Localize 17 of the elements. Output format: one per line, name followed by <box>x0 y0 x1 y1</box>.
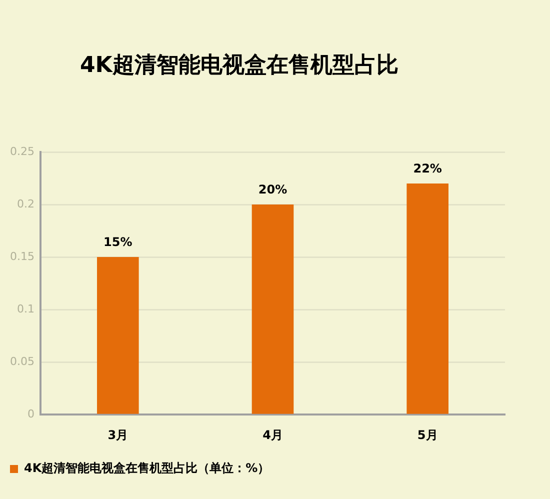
y-tick-label: 0 <box>27 407 34 420</box>
x-tick-label: 5月 <box>417 428 438 442</box>
y-tick-label: 0.2 <box>16 197 34 210</box>
x-tick-label: 3月 <box>108 428 128 442</box>
data-label: 20% <box>258 182 288 197</box>
y-tick-label: 0.05 <box>10 354 34 368</box>
data-label: 22% <box>413 162 442 176</box>
bar <box>97 257 139 414</box>
bar <box>406 184 448 414</box>
y-tick-label: 0.15 <box>10 250 34 263</box>
bar <box>252 204 294 414</box>
data-label: 15% <box>104 235 132 250</box>
legend-label: 4K超清智能电视盒在售机型占比（单位：%） <box>24 461 270 476</box>
chart-title: 4K超清智能电视盒在售机型占比 <box>80 52 398 80</box>
y-tick-label: 0.1 <box>16 302 34 316</box>
y-tick-label: 0.25 <box>10 144 34 158</box>
x-tick-label: 4月 <box>262 428 283 442</box>
